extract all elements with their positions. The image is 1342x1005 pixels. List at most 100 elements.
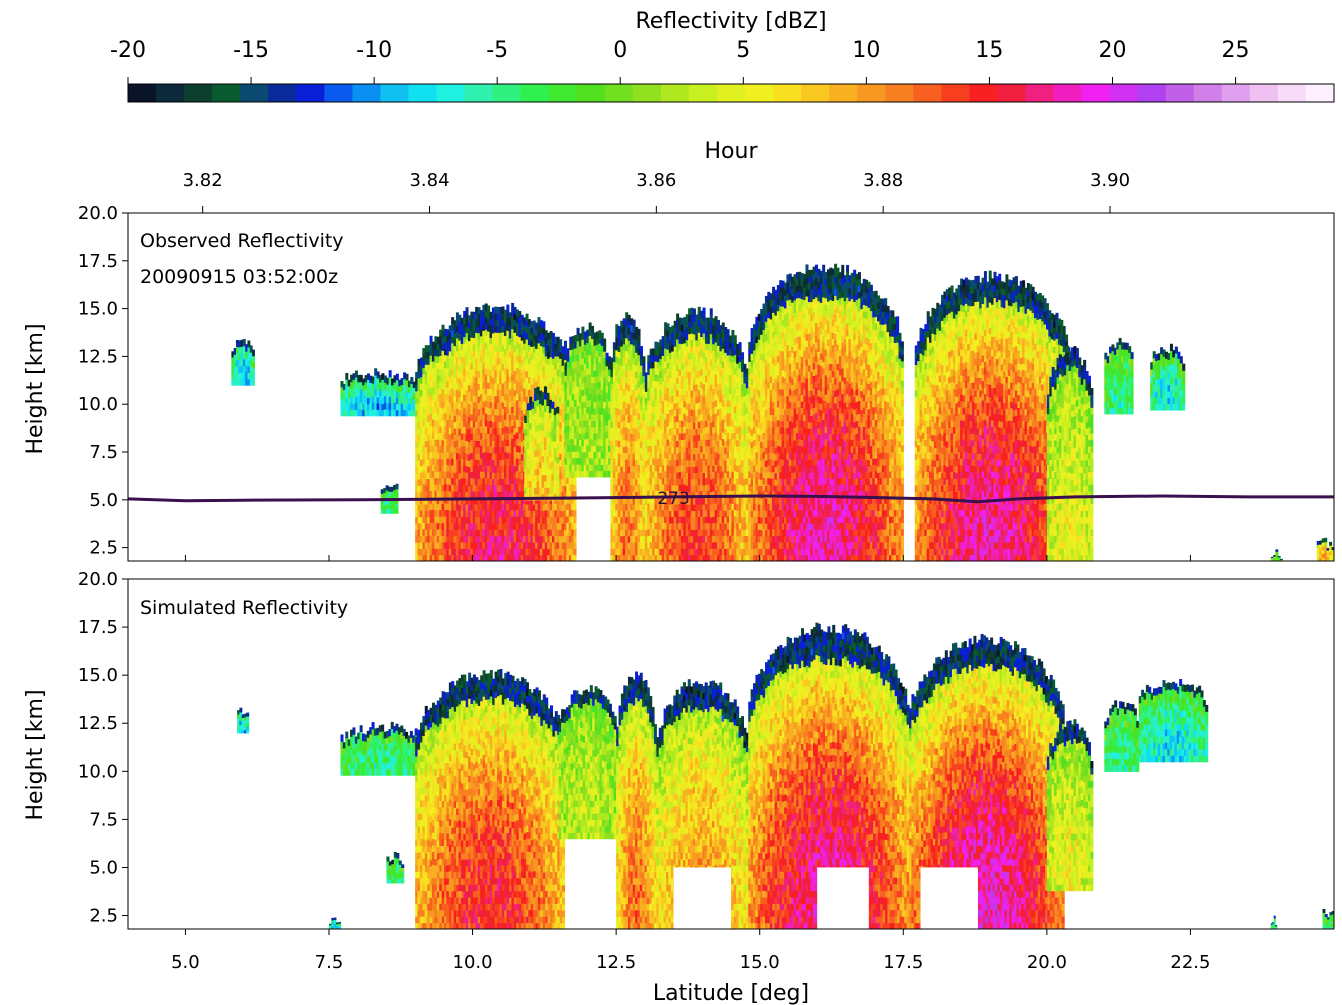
echo-pixel [465,313,469,321]
echo-pixel [487,324,491,332]
echo-pixel [622,343,626,351]
echo-pixel [354,389,358,397]
echo-pixel [559,484,563,492]
echo-pixel [506,522,510,530]
echo-pixel [566,419,570,427]
echo-pixel [482,541,486,549]
colorbar-frame [127,83,1335,103]
echo-pixel [453,554,457,561]
echo-pixel [458,333,462,341]
echo-pixel [499,541,503,549]
echo-pixel [470,324,474,332]
echo-pixel [649,503,653,511]
echo-pixel [581,395,585,403]
echo-pixel [617,370,621,378]
echo-pixel [554,375,558,383]
echo-pixel [568,515,572,523]
echo-pixel [458,472,462,480]
echo-pixel [467,340,471,348]
echo-pixel [642,388,646,396]
echo-pixel [666,541,670,549]
echo-pixel [654,470,658,478]
echo-pixel [559,472,563,480]
echo-pixel [627,352,631,360]
echo-pixel [448,535,452,543]
echo-pixel [460,471,464,479]
echo-pixel [484,464,488,472]
echo-pixel [501,420,505,428]
echo-pixel [477,554,481,561]
echo-pixel [463,528,467,536]
echo-pixel [605,365,609,373]
echo-pixel [369,395,373,403]
echo-pixel [491,497,495,505]
echo-pixel [477,345,481,353]
echo-pixel [526,416,530,424]
echo-pixel [439,516,443,524]
echo-pixel [539,326,543,334]
echo-pixel [403,384,407,392]
echo-pixel [506,548,510,556]
echo-pixel [539,522,543,530]
echo-pixel [439,471,443,479]
echo-pixel [563,529,567,537]
echo-pixel [518,349,522,357]
echo-pixel [465,497,469,505]
echo-pixel [448,427,452,435]
echo-pixel [388,486,392,492]
echo-pixel [530,384,534,392]
echo-pixel [610,433,614,441]
echo-pixel [463,387,467,395]
echo-pixel [542,327,546,335]
echo-pixel [527,370,531,378]
echo-pixel [571,451,575,459]
echo-pixel [489,509,493,517]
echo-pixel [612,509,616,517]
echo-pixel [554,394,558,402]
echo-pixel [586,438,590,446]
echo-pixel [527,503,531,511]
echo-pixel [600,364,604,371]
echo-pixel [467,466,471,474]
echo-pixel [477,415,481,423]
echo-pixel [513,414,517,422]
echo-pixel [654,393,658,401]
echo-pixel [556,336,560,344]
echo-pixel [637,541,641,549]
echo-pixel [527,357,531,365]
echo-pixel [576,347,580,355]
echo-pixel [551,447,555,455]
echo-pixel [252,379,255,386]
echo-pixel [649,477,653,485]
echo-pixel [571,483,575,491]
echo-pixel [453,516,457,524]
echo-pixel [494,478,498,486]
echo-pixel [620,510,624,518]
echo-pixel [477,529,481,537]
echo-pixel [574,360,578,368]
echo-pixel [659,523,663,530]
echo-pixel [451,426,455,434]
echo-pixel [537,368,541,376]
echo-pixel [453,351,457,359]
echo-pixel [659,516,663,524]
echo-pixel [536,443,540,451]
echo-pixel [652,515,656,523]
echo-pixel [484,458,488,466]
echo-pixel [446,457,450,466]
echo-pixel [574,451,578,459]
echo-pixel [470,369,474,377]
echo-pixel [539,345,543,353]
echo-pixel [523,522,527,530]
echo-pixel [632,453,636,460]
echo-pixel [630,529,634,537]
echo-pixel [494,503,498,511]
echo-pixel [467,390,471,398]
echo-pixel [539,467,543,475]
echo-pixel [448,439,452,447]
echo-pixel [383,492,387,498]
echo-pixel [554,522,558,530]
echo-pixel [571,336,575,344]
echo-pixel [534,481,538,488]
echo-pixel [427,370,431,378]
